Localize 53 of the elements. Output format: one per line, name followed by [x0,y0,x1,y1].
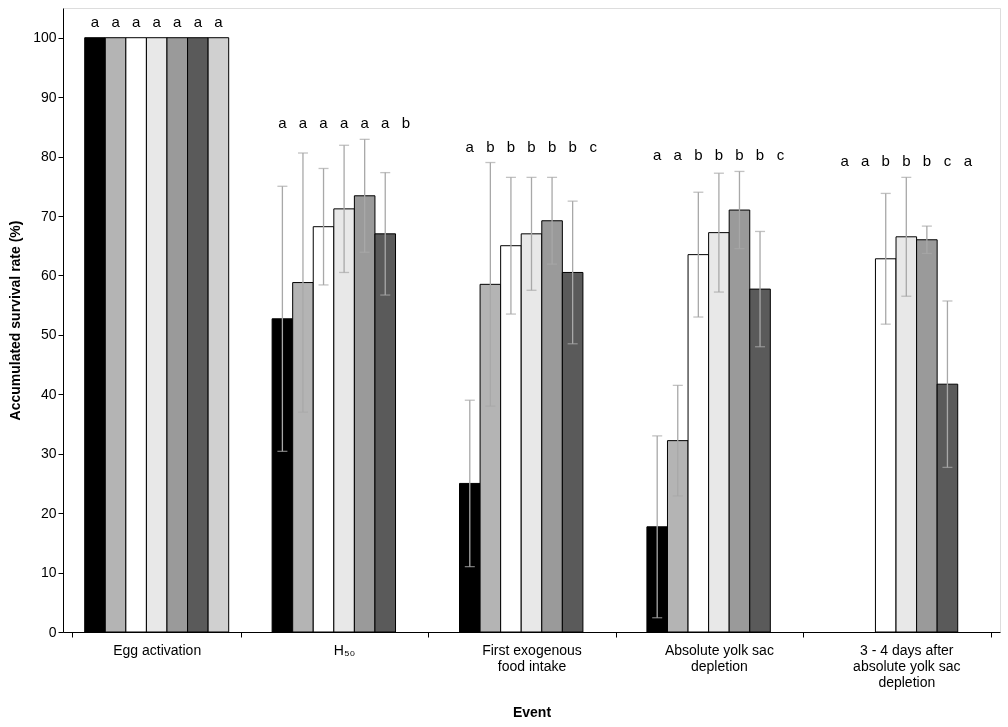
annotation: a [860,152,870,170]
annotation: b [714,146,724,164]
annotation: a [653,146,663,164]
annotation: a [840,152,850,170]
y-axis-title: Accumulated survival rate (%) [7,220,24,421]
annotation: b [547,137,557,155]
annotation: b [694,146,703,164]
annotation: a [111,12,121,30]
annotation: a [381,114,391,132]
y-tick-label: 80 [40,148,57,165]
y-tick-label: 40 [40,385,57,402]
y-tick-label: 50 [40,326,57,343]
y-tick-label: 10 [40,564,57,581]
x-tick-label: Absolute yolk sac depletion [664,641,774,674]
annotation: b [527,137,536,155]
y-tick-label: 70 [40,207,57,224]
annotation: b [401,114,410,132]
annotation: a [298,114,308,132]
x-axis-title: Event [512,703,552,720]
x-tick-label: 3 - 4 days after absolute yolk sac depletion [853,641,961,690]
annotation: a [173,12,183,30]
annotation: b [486,137,495,155]
annotation: c [776,146,785,164]
annotation: a [963,152,973,170]
y-tick-label: 100 [33,29,57,46]
annotation: a [465,137,475,155]
x-tick-label: First exogenous food intake [482,641,582,674]
annotation: a [278,114,288,132]
annotation: a [131,12,141,30]
annotation: a [193,12,203,30]
y-tick-label: 60 [40,266,57,283]
y-tick-label: 90 [40,88,57,105]
x-tick-label: Egg activation [113,641,202,658]
annotation: b [568,137,577,155]
annotation: a [214,12,224,30]
annotation: b [735,146,744,164]
annotation: a [319,114,329,132]
annotation: c [589,137,598,155]
annotation: b [881,152,890,170]
annotation: b [902,152,911,170]
y-tick-label: 20 [40,504,57,521]
annotation: a [152,12,162,30]
annotation: b [755,146,765,164]
annotation: a [360,114,370,132]
x-tick-label: H₅₀ [333,641,356,658]
y-tick-label: 30 [40,445,57,462]
annotation: a [339,114,349,132]
annotation: a [673,146,683,164]
annotation: b [506,137,516,155]
y-tick-label: 0 [48,623,57,640]
annotation: b [922,152,932,170]
annotation: c [943,152,952,170]
annotation: a [90,12,100,30]
